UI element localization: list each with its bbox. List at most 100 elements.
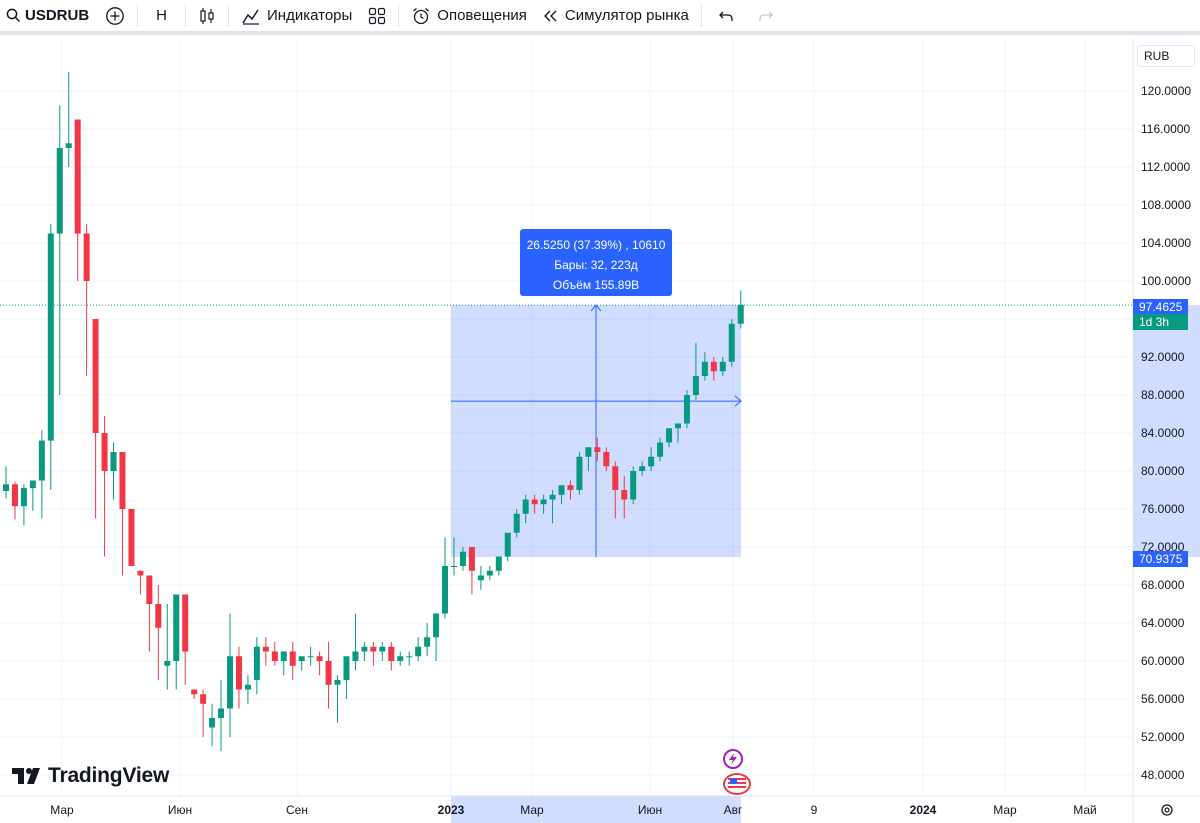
range-low-label: 70.9375 xyxy=(1133,551,1188,567)
candle-down xyxy=(289,651,296,666)
price-tick-label: 52.0000 xyxy=(1141,730,1185,744)
candle-up xyxy=(56,148,63,234)
candle-up xyxy=(648,456,655,467)
candle-down xyxy=(74,119,81,234)
candle-up xyxy=(630,471,637,500)
candle-up xyxy=(29,480,36,489)
indicators-button[interactable]: Индикаторы xyxy=(233,1,360,31)
candle-up xyxy=(110,452,117,471)
price-tick-label: 88.0000 xyxy=(1141,388,1185,402)
toolbar-divider xyxy=(700,4,702,27)
candle-down xyxy=(137,570,144,576)
measure-volume: Объём 155.89B xyxy=(552,278,640,292)
time-scale-highlight xyxy=(451,796,741,823)
candle-up xyxy=(442,566,449,614)
candle-up xyxy=(576,456,583,490)
time-tick-label: Авг xyxy=(724,803,743,817)
interval-label: Н xyxy=(156,7,168,24)
interval-button[interactable]: Н xyxy=(142,1,181,31)
candle-up xyxy=(65,143,72,148)
chart-area[interactable]: 120.0000 116.0000 112.0000 108.0000 104.0000… xyxy=(0,39,1200,823)
candle-down xyxy=(235,656,242,690)
settings-gear-icon[interactable] xyxy=(1161,804,1173,816)
toolbar-divider xyxy=(185,4,187,27)
candle-up xyxy=(164,661,171,666)
candle-down xyxy=(83,233,90,281)
time-tick-label: Май xyxy=(1073,803,1097,817)
replay-button[interactable]: Симулятор рынка xyxy=(535,1,697,31)
candle-down xyxy=(316,656,323,661)
candle-up xyxy=(298,656,305,661)
toolbar-divider xyxy=(137,4,139,27)
price-chart[interactable]: 120.0000 116.0000 112.0000 108.0000 104.0000… xyxy=(0,39,1200,823)
candle-up xyxy=(397,656,404,661)
brand-name: TradingView xyxy=(48,764,170,787)
candle-down xyxy=(155,604,162,628)
candle-down xyxy=(262,646,269,652)
price-tick-label: 108.0000 xyxy=(1141,198,1191,212)
candle-down xyxy=(621,490,628,500)
candle-up xyxy=(47,233,54,441)
candle-up xyxy=(486,570,493,576)
rewind-icon xyxy=(543,10,557,21)
candle-up xyxy=(737,304,744,324)
price-tick-label: 56.0000 xyxy=(1141,692,1185,706)
last-price-label: 97.4625 xyxy=(1133,299,1188,315)
dividend-event-icon[interactable] xyxy=(723,749,743,769)
price-tick-label: 68.0000 xyxy=(1141,578,1185,592)
candle-up xyxy=(728,323,735,362)
symbol-search[interactable]: USDRUB xyxy=(0,1,97,31)
time-tick-label: 2024 xyxy=(910,803,937,817)
chart-type-button[interactable] xyxy=(190,1,224,31)
price-tick-label: 72.0000 xyxy=(1141,540,1185,554)
time-tick-label: Мар xyxy=(993,803,1017,817)
undo-button[interactable] xyxy=(706,1,746,31)
redo-icon xyxy=(759,11,773,21)
alarm-clock-icon xyxy=(413,7,430,24)
price-tick-label: 64.0000 xyxy=(1141,616,1185,630)
candles-icon xyxy=(200,7,214,24)
candle-down xyxy=(531,499,538,505)
candle-up xyxy=(639,466,646,471)
candle-up xyxy=(683,395,690,424)
us-flag-icon xyxy=(728,777,746,791)
compare-button[interactable] xyxy=(97,1,133,31)
tradingview-logo[interactable]: TradingView xyxy=(12,764,169,788)
candle-down xyxy=(200,694,207,704)
measure-tooltip: 26.5250 (37.39%) , 10610 Бары: 32, 223д … xyxy=(520,229,672,296)
measure-change: 26.5250 (37.39%) , 10610 xyxy=(526,238,666,252)
candle-up xyxy=(558,485,565,495)
redo-button[interactable] xyxy=(746,1,786,31)
measure-bars: Бары: 32, 223д xyxy=(554,258,638,272)
currency-selector[interactable]: RUB xyxy=(1137,45,1195,67)
candle-down xyxy=(128,509,135,566)
price-tick-label: 48.0000 xyxy=(1141,768,1185,782)
candle-down xyxy=(567,485,574,490)
candle-down xyxy=(271,651,278,661)
price-tick-label: 80.0000 xyxy=(1141,464,1185,478)
candle-down xyxy=(325,661,332,685)
search-icon xyxy=(6,8,21,23)
price-tick-label: 112.0000 xyxy=(1141,160,1190,174)
candle-down xyxy=(370,646,377,652)
candle-up xyxy=(406,656,413,658)
candle-down xyxy=(101,433,108,471)
candle-up xyxy=(38,440,45,481)
undo-icon xyxy=(718,11,733,21)
replay-label: Симулятор рынка xyxy=(564,7,689,24)
measure-arrow-head xyxy=(734,395,742,407)
time-tick-label: 9 xyxy=(811,803,818,817)
candle-down xyxy=(92,319,99,433)
lightning-icon xyxy=(729,753,737,765)
symbol-name: USDRUB xyxy=(25,7,90,24)
alerts-button[interactable]: Оповещения xyxy=(403,1,535,31)
candle-up xyxy=(227,656,233,709)
candle-down xyxy=(603,452,610,467)
candle-up xyxy=(253,646,260,680)
time-tick-label: Сен xyxy=(286,803,308,817)
candle-up xyxy=(20,488,27,507)
candle-up xyxy=(451,566,457,567)
economic-event-icon[interactable] xyxy=(723,773,751,795)
price-tick-label: 104.0000 xyxy=(1141,236,1191,250)
layouts-button[interactable] xyxy=(360,1,394,31)
